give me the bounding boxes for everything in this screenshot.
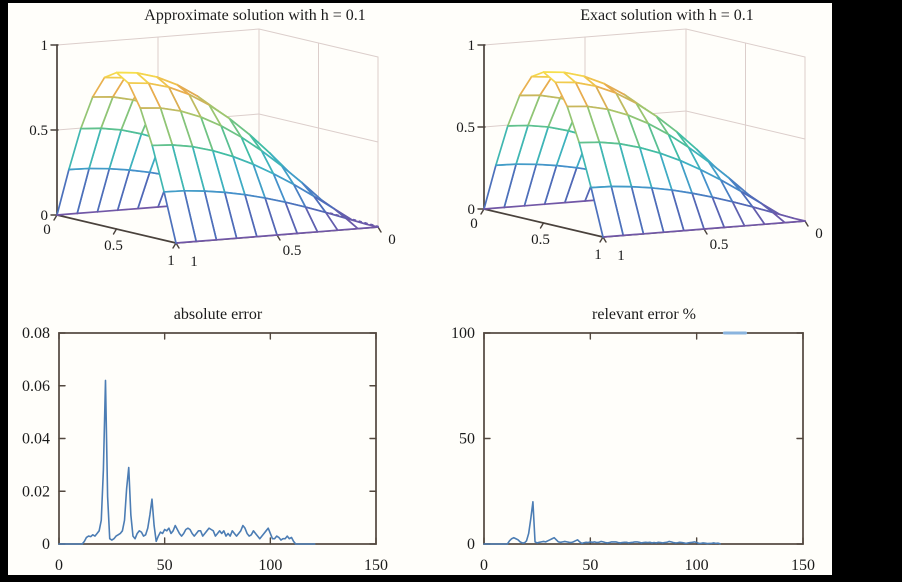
svg-text:1: 1: [167, 253, 175, 269]
tick-marks: [58, 332, 377, 545]
svg-text:0: 0: [388, 232, 396, 248]
svg-text:1: 1: [617, 248, 625, 264]
svg-text:1: 1: [468, 38, 476, 54]
exact-surface-title: Exact solution with h = 0.1: [580, 7, 754, 24]
svg-text:150: 150: [364, 557, 388, 574]
svg-text:50: 50: [157, 557, 173, 574]
line-plot-absolute-error: 0 50 100 150 0 0.02 0.04 0.06 0.08: [22, 325, 388, 574]
svg-text:0: 0: [55, 557, 63, 574]
svg-text:0.5: 0.5: [531, 232, 550, 248]
error-line: [58, 379, 316, 545]
svg-text:50: 50: [459, 431, 475, 448]
svg-text:100: 100: [451, 325, 475, 342]
svg-text:0.02: 0.02: [22, 483, 50, 500]
svg-text:0: 0: [468, 202, 476, 218]
dotted-boundary-tail: [329, 212, 379, 228]
svg-text:100: 100: [258, 557, 282, 574]
svg-text:0.04: 0.04: [22, 431, 50, 448]
svg-text:0: 0: [42, 536, 50, 553]
svg-text:1: 1: [594, 247, 602, 263]
relevant-error-title: relevant error %: [592, 306, 696, 323]
figure-panel: 0 0.5 1 0 0.5 1 1 0.5 0 0 0.5 1 0 0.5 1 1 0.5 0 0 50 100 150 0…: [8, 3, 832, 575]
svg-text:0: 0: [41, 208, 49, 224]
error-line: [483, 500, 721, 545]
svg-text:0.5: 0.5: [29, 123, 48, 139]
svg-text:50: 50: [582, 557, 598, 574]
svg-text:1: 1: [41, 38, 49, 54]
svg-text:0.5: 0.5: [104, 238, 123, 254]
svg-text:100: 100: [685, 557, 709, 574]
absolute-error-title: absolute error: [173, 306, 263, 323]
mesh-surface: [483, 71, 806, 238]
svg-text:0: 0: [815, 226, 823, 242]
svg-text:0.08: 0.08: [22, 325, 50, 342]
svg-text:0.06: 0.06: [22, 378, 50, 395]
mesh-surface: [56, 71, 379, 244]
svg-text:0: 0: [467, 536, 475, 553]
svg-text:0.5: 0.5: [283, 243, 302, 259]
svg-text:0: 0: [480, 557, 488, 574]
svg-text:0.5: 0.5: [710, 237, 729, 253]
svg-text:0: 0: [43, 222, 51, 238]
svg-text:150: 150: [791, 557, 815, 574]
svg-text:1: 1: [190, 254, 198, 270]
svg-text:0: 0: [470, 216, 478, 232]
svg-text:0.5: 0.5: [456, 120, 475, 136]
line-plot-relevant-error: 0 50 100 150 0 50 100: [451, 325, 815, 574]
approximate-surface-title: Approximate solution with h = 0.1: [144, 7, 366, 24]
